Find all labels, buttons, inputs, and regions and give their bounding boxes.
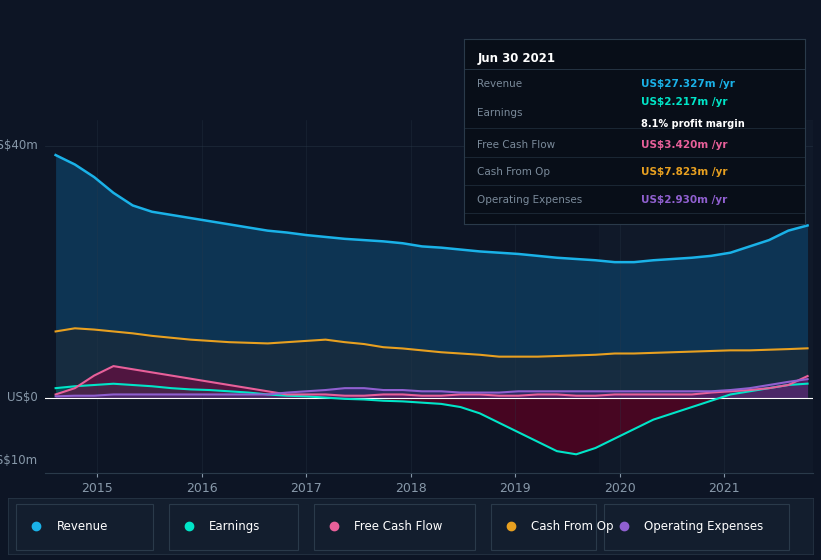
Bar	[599, 120, 813, 473]
Text: US$27.327m /yr: US$27.327m /yr	[641, 78, 735, 88]
Text: US$3.420m /yr: US$3.420m /yr	[641, 139, 727, 150]
Text: Cash From Op: Cash From Op	[531, 520, 613, 533]
Bar	[314, 504, 475, 550]
Text: Free Cash Flow: Free Cash Flow	[354, 520, 443, 533]
Text: Revenue: Revenue	[478, 78, 523, 88]
Text: Free Cash Flow: Free Cash Flow	[478, 139, 556, 150]
Text: Operating Expenses: Operating Expenses	[478, 195, 583, 205]
Text: 8.1% profit margin: 8.1% profit margin	[641, 119, 745, 129]
Text: Jun 30 2021: Jun 30 2021	[478, 52, 556, 65]
Text: US$2.930m /yr: US$2.930m /yr	[641, 195, 727, 205]
Bar	[603, 504, 789, 550]
Text: US$0: US$0	[7, 391, 38, 404]
Bar	[169, 504, 298, 550]
Text: Operating Expenses: Operating Expenses	[644, 520, 763, 533]
Text: Cash From Op: Cash From Op	[478, 167, 551, 178]
Text: Earnings: Earnings	[209, 520, 261, 533]
Text: Revenue: Revenue	[57, 520, 108, 533]
Text: US$40m: US$40m	[0, 139, 38, 152]
Bar	[16, 504, 153, 550]
Text: -US$10m: -US$10m	[0, 454, 38, 467]
Text: US$7.823m /yr: US$7.823m /yr	[641, 167, 727, 178]
Bar	[491, 504, 595, 550]
Text: Earnings: Earnings	[478, 108, 523, 118]
Text: US$2.217m /yr: US$2.217m /yr	[641, 97, 727, 107]
